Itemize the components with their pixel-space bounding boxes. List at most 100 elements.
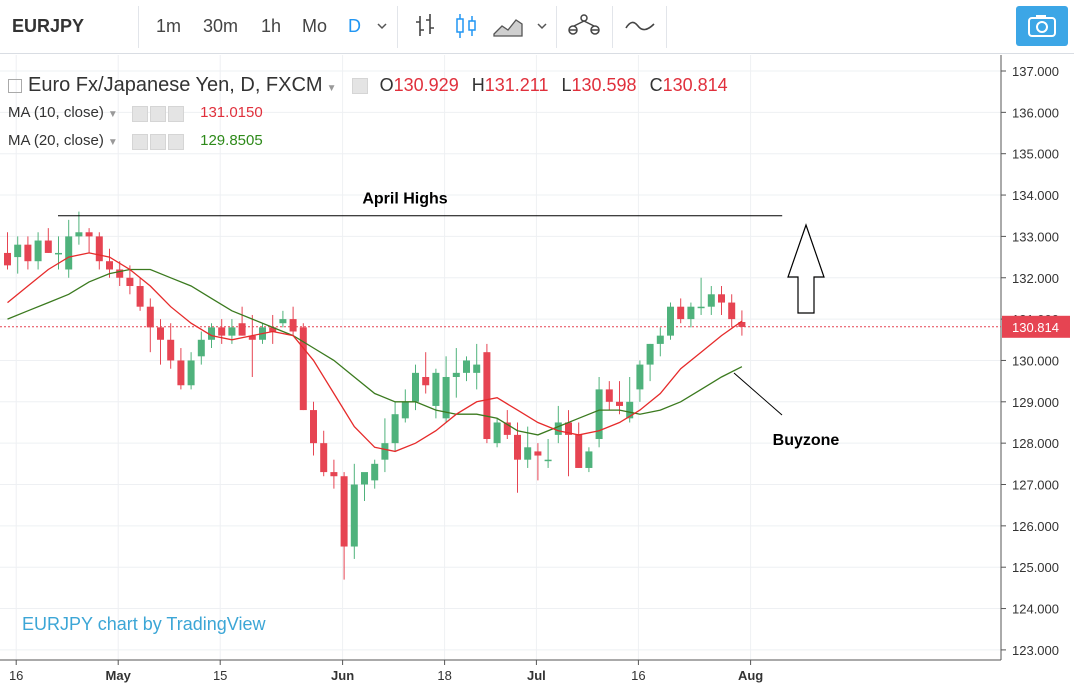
candle-body: [248, 335, 256, 340]
ma20-label[interactable]: MA (20, close): [8, 132, 104, 149]
legend-title: Euro Fx/Japanese Yen, D, FXCM: [28, 74, 323, 96]
ma20-legend: MA (20, close) ▼ 129.8505: [8, 132, 263, 150]
candle: [4, 232, 11, 270]
candle-body: [330, 472, 338, 477]
eye-icon[interactable]: [352, 77, 369, 94]
candle-body: [452, 372, 460, 377]
toolbar-divider: [138, 6, 139, 48]
candle-body: [75, 232, 83, 237]
chevron-down-icon[interactable]: [536, 20, 548, 32]
ma10-label[interactable]: MA (10, close): [8, 104, 104, 121]
candle: [361, 472, 368, 502]
candle-body: [208, 327, 215, 340]
compare-icon[interactable]: [624, 12, 656, 40]
candle-body: [320, 443, 328, 473]
price-chart[interactable]: 137.000 136.000 135.000 134.000 133.000 132.0…: [0, 55, 1074, 686]
toolbar-divider: [397, 6, 398, 48]
candle: [452, 348, 460, 398]
close-icon[interactable]: [167, 105, 184, 122]
price-tick-label: 123.000: [1012, 643, 1059, 658]
candle-body: [738, 321, 746, 327]
candle-body: [310, 410, 317, 444]
candle-body: [146, 306, 154, 328]
ma20-controls: [131, 133, 186, 150]
candle-body: [197, 339, 205, 357]
candle-body: [228, 327, 236, 336]
ma10-legend: MA (10, close) ▼ 131.0150: [8, 104, 263, 122]
candle: [463, 356, 470, 382]
collapse-legend-icon[interactable]: [8, 78, 22, 93]
symbol-label[interactable]: EURJPY: [12, 16, 85, 36]
indicators-icon[interactable]: [566, 12, 602, 40]
candle-body: [44, 240, 52, 253]
interval-30m-button[interactable]: 30m: [203, 16, 239, 36]
interval-1h-button[interactable]: 1h: [261, 16, 282, 36]
candle: [565, 410, 572, 477]
ma10-value: 131.0150: [200, 104, 263, 121]
candle: [167, 323, 175, 369]
toolbar-divider: [612, 6, 613, 48]
candle-body: [126, 277, 134, 287]
candle: [310, 401, 317, 456]
candle-body: [14, 244, 22, 258]
candle-body: [697, 306, 705, 309]
candle: [707, 286, 715, 315]
interval-1m-button[interactable]: 1m: [156, 16, 182, 36]
candle-body: [401, 401, 409, 419]
candle-body: [432, 372, 440, 406]
price-tick-label: 126.000: [1012, 519, 1059, 534]
candle: [34, 232, 42, 270]
eye-icon[interactable]: [131, 133, 148, 150]
chevron-down-icon[interactable]: ▼: [107, 137, 118, 148]
candle: [667, 302, 674, 340]
candle: [554, 405, 562, 444]
toolbar-divider: [556, 6, 557, 48]
candle: [85, 228, 93, 253]
screenshot-button[interactable]: [1016, 6, 1068, 46]
candle: [575, 422, 583, 468]
candle: [656, 327, 664, 357]
interval-d-button[interactable]: D: [348, 16, 361, 36]
chevron-down-icon[interactable]: ▼: [107, 109, 118, 120]
price-tick-label: 125.000: [1012, 560, 1059, 575]
gear-icon[interactable]: [149, 105, 166, 122]
high-label: H: [471, 75, 485, 95]
bar-chart-icon[interactable]: [414, 12, 438, 40]
interval-mo-button[interactable]: Mo: [302, 16, 328, 36]
ma10-controls: [131, 105, 186, 122]
candle: [218, 319, 226, 344]
candle-body: [575, 434, 583, 468]
last-price-marker: 130.814: [1002, 315, 1070, 338]
candle: [289, 306, 297, 336]
chevron-down-icon[interactable]: ▼: [326, 83, 337, 94]
close-icon[interactable]: [167, 133, 184, 150]
candle-body: [65, 236, 73, 270]
candle-body: [218, 327, 226, 336]
candle-chart-icon[interactable]: [454, 12, 478, 40]
candle-body: [136, 286, 144, 307]
candle-body: [616, 401, 623, 406]
gear-icon[interactable]: [149, 133, 166, 150]
close-value: 130.814: [662, 75, 728, 95]
price-tick-label: 137.000: [1012, 64, 1059, 79]
candle-body: [116, 269, 124, 278]
ma10-line: [7, 252, 743, 453]
candle-body: [371, 463, 379, 481]
chevron-down-icon[interactable]: [376, 20, 388, 32]
candle-body: [289, 319, 297, 332]
eye-icon[interactable]: [131, 105, 148, 122]
candle-body: [238, 323, 246, 336]
attribution-link[interactable]: EURJPY chart by TradingView: [22, 614, 266, 634]
candle: [544, 439, 552, 468]
chart-grid: [0, 55, 1001, 660]
area-chart-icon[interactable]: [492, 12, 524, 40]
candle-body: [55, 252, 62, 255]
candle: [330, 459, 338, 489]
candle: [422, 352, 430, 394]
candle: [44, 228, 52, 253]
candle-body: [299, 327, 307, 411]
time-tick-label: 18: [437, 668, 451, 683]
candle: [738, 310, 746, 336]
candle: [320, 430, 328, 477]
candle: [136, 277, 144, 311]
